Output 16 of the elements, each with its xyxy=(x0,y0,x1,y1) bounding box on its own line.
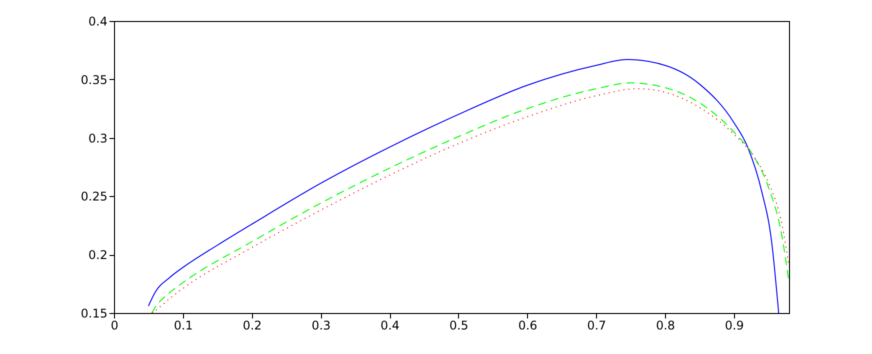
x-tick-label: 0.3 xyxy=(312,318,331,332)
x-tick-label: 0 xyxy=(110,318,118,332)
x-tick-label: 0.9 xyxy=(724,318,744,332)
x-tick-label: 0.8 xyxy=(656,318,676,332)
y-tick-label: 0.15 xyxy=(80,306,108,320)
x-tick-label: 0.7 xyxy=(587,318,606,332)
x-tick-label: 0.2 xyxy=(242,318,262,332)
x-tick-label: 0.6 xyxy=(518,318,538,332)
y-tick-label: 0.35 xyxy=(80,72,108,87)
y-tick-label: 0.4 xyxy=(88,14,108,28)
y-tick-label: 0.25 xyxy=(80,190,108,204)
x-tick-label: 0.4 xyxy=(380,318,400,332)
x-tick-label: 0.5 xyxy=(449,318,468,332)
y-tick-label: 0.2 xyxy=(88,248,108,262)
y-tick-label: 0.3 xyxy=(88,131,108,146)
x-tick-label: 0.1 xyxy=(174,318,193,332)
